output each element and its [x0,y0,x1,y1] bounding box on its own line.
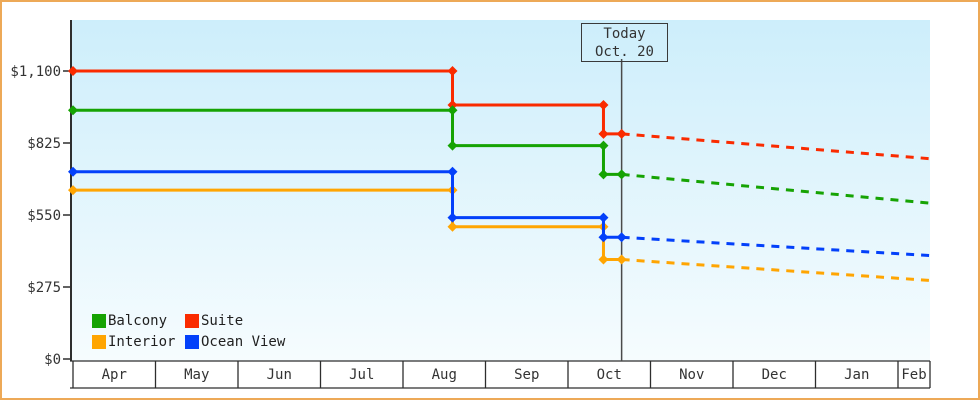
point-marker-suite [598,128,609,139]
forecast-line-suite [621,132,931,161]
point-marker-suite [598,100,609,111]
y-tick-label: $550 [27,208,61,224]
month-label-sep: Sep [514,367,539,383]
forecast-line-interior [621,258,931,282]
month-label-nov: Nov [679,367,704,383]
legend-item-interior: Interior [92,333,185,350]
month-label-aug: Aug [432,367,457,383]
point-marker-ocean-view [447,212,458,223]
month-label-jul: Jul [349,367,374,383]
y-tick-label: $825 [27,136,61,152]
legend-label-ocean-view: Ocean View [201,333,286,350]
month-label-dec: Dec [762,367,787,383]
legend-item-balcony: Balcony [92,312,185,329]
point-marker-balcony [598,140,609,151]
point-marker-balcony [447,105,458,116]
point-marker-balcony [68,105,78,116]
balcony-color-swatch [92,313,106,328]
month-label-feb: Feb [901,367,926,383]
chart-legend: Balcony Suite Interior Ocean View [92,312,286,350]
point-marker-interior [68,185,78,196]
month-label-oct: Oct [597,367,622,383]
forecast-line-balcony [621,172,931,205]
point-marker-interior [598,254,609,265]
month-label-jan: Jan [844,367,869,383]
month-label-jun: Jun [267,367,292,383]
point-marker-suite [447,66,458,76]
point-marker-suite [616,128,627,139]
point-marker-balcony [616,169,627,180]
legend-item-ocean-view: Ocean View [185,333,286,350]
ocean-view-color-swatch [185,334,199,349]
y-tick-label: $0 [44,352,61,368]
forecast-line-ocean-view [621,235,931,258]
month-label-apr: Apr [102,367,127,383]
today-date-label: Oct. 20 [594,44,654,60]
y-tick-label: $275 [27,280,61,296]
point-marker-ocean-view [68,166,78,177]
point-marker-suite [447,100,458,111]
y-tick-label: $1,100 [10,64,61,80]
point-marker-suite [68,66,78,76]
point-marker-interior [447,221,458,232]
point-marker-balcony [598,169,609,180]
point-marker-ocean-view [598,232,609,243]
month-label-may: May [184,367,209,383]
point-marker-balcony [447,140,458,151]
point-marker-ocean-view [598,212,609,223]
legend-item-suite: Suite [185,312,285,329]
today-label: Today [603,26,646,42]
legend-label-balcony: Balcony [108,312,168,329]
point-marker-ocean-view [616,232,627,243]
today-marker-box: Today Oct. 20 [581,23,668,62]
suite-color-swatch [185,313,199,328]
legend-label-suite: Suite [201,312,244,329]
legend-label-interior: Interior [108,333,176,350]
point-marker-interior [616,254,627,265]
point-marker-ocean-view [447,166,458,177]
interior-color-swatch [92,334,106,349]
